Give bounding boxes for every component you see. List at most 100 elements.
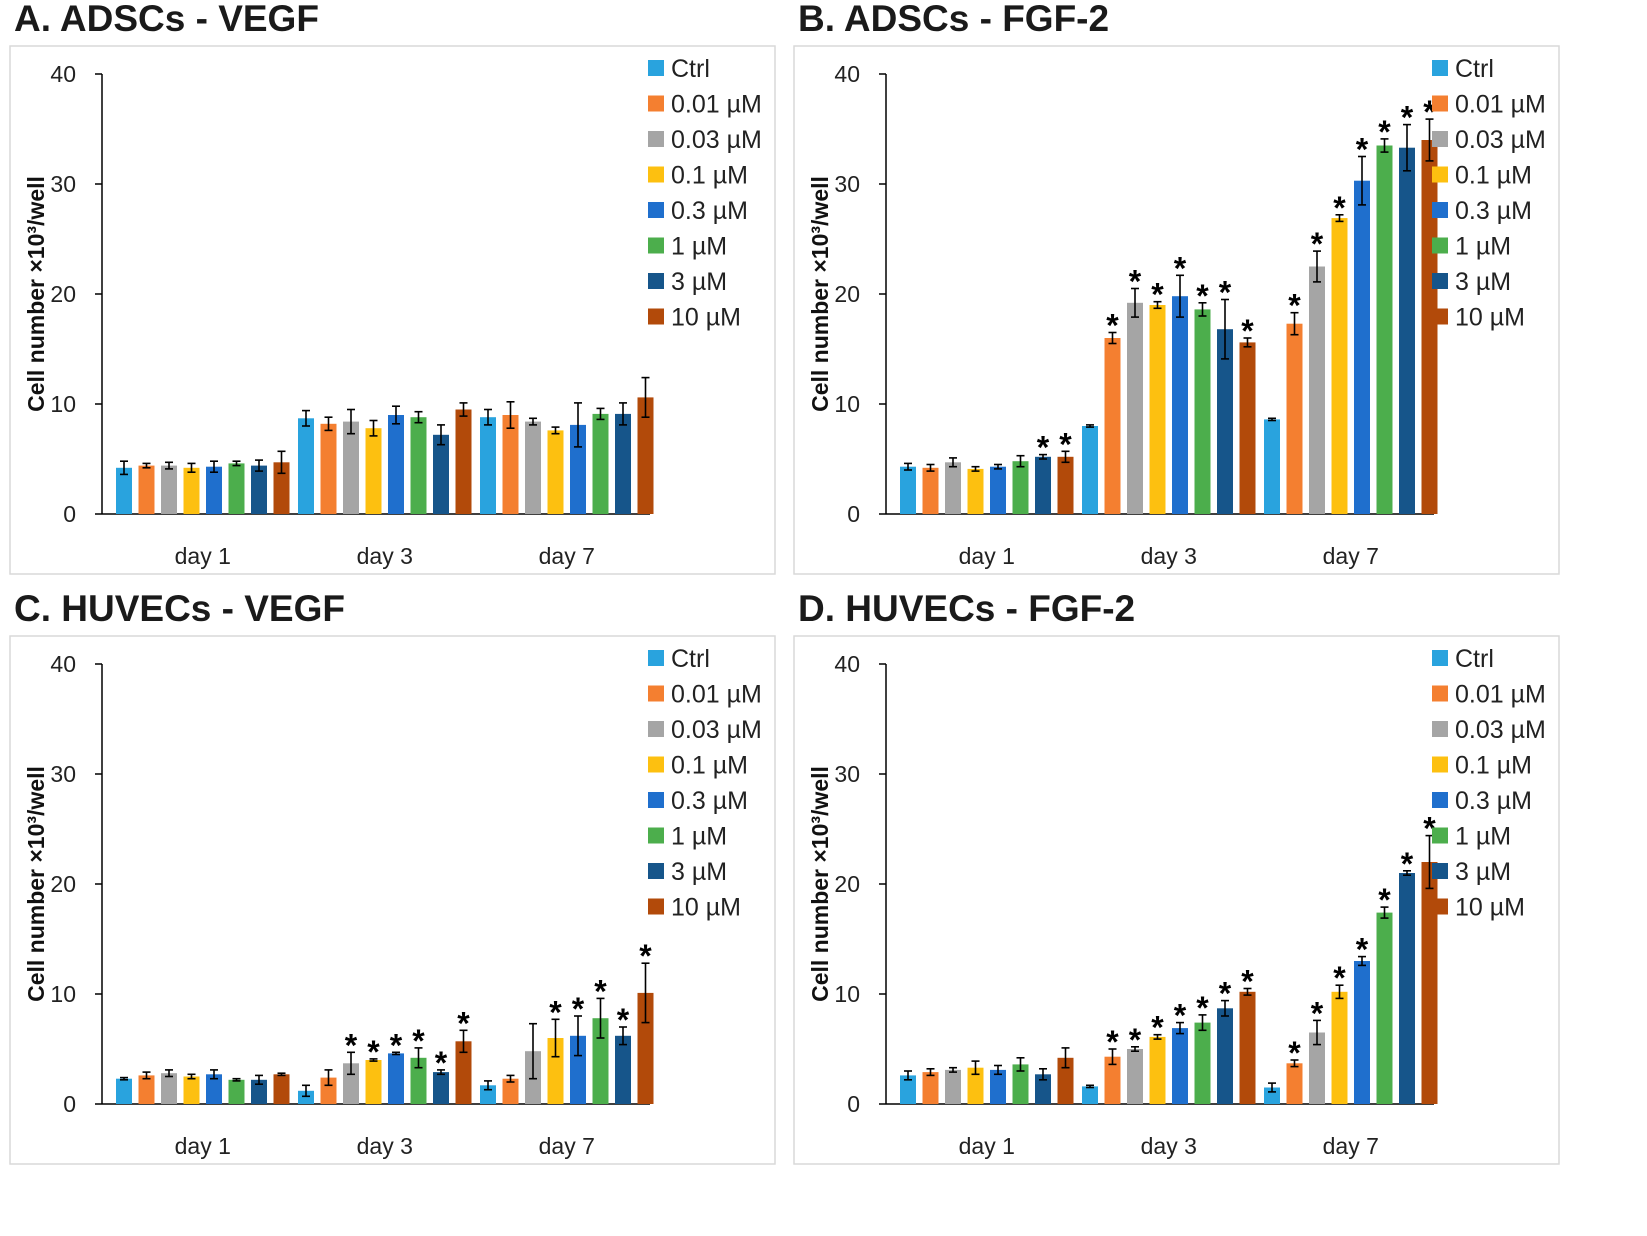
bar [967,468,984,514]
panel-title: A. ADSCs - VEGF [14,0,319,39]
significance-star: * [1356,132,1369,168]
significance-star: * [1151,277,1164,313]
bar [547,1038,564,1104]
bar [1376,145,1393,514]
y-tick-label: 40 [834,61,860,87]
legend-swatch [1432,237,1448,254]
y-tick-label: 40 [834,651,860,677]
bar [1012,1064,1029,1104]
bar [273,1074,290,1104]
legend-swatch [1432,863,1448,879]
bar [1309,266,1325,514]
significance-star: * [572,991,585,1027]
bar [206,1074,222,1104]
y-tick-label: 20 [50,871,76,897]
bar [433,434,449,514]
bar [228,1079,245,1104]
x-category-label: day 1 [959,1133,1015,1159]
panel-huvecs-fgf2: D. HUVECs - FGF-2 0 10 20 30 40 Cell number ×… [786,588,1586,1175]
bar [273,462,290,514]
y-axis-label: Cell number ×10³/well [807,176,833,412]
y-axis-label: Cell number ×10³/well [23,766,49,1002]
legend-swatch [648,685,664,702]
significance-star: * [345,1027,358,1063]
bar [1057,1057,1074,1104]
panel-huvecs-vegf: C. HUVECs - VEGF 0 10 20 30 40 Cell number ×1… [2,588,802,1175]
bar [502,415,519,514]
legend-swatch [1432,721,1448,737]
y-tick-label: 20 [834,871,860,897]
bar [637,992,654,1104]
bar [161,1073,177,1104]
bar [480,417,496,514]
bar [967,1067,984,1104]
y-tick-label: 20 [834,281,860,307]
legend-label: 0.01 µM [671,681,762,709]
bar [410,1057,427,1104]
legend-label: 0.03 µM [1455,126,1546,154]
chart-frame [9,45,776,575]
bar [410,417,427,514]
significance-star: * [1106,308,1119,344]
legend-swatch [1432,898,1448,915]
significance-star: * [1219,976,1232,1012]
significance-star: * [1129,264,1142,300]
bar [298,418,314,514]
bar [138,465,155,514]
bar [637,397,654,514]
x-category-label: day 1 [175,1133,231,1159]
legend-swatch [648,131,664,147]
y-tick-label: 10 [834,981,860,1007]
legend-label: Ctrl [671,55,710,83]
legend-swatch [1432,95,1448,112]
legend-swatch [1432,685,1448,702]
x-category-label: day 7 [1323,1133,1379,1159]
bar [343,421,359,514]
legend-label: 3 µM [1455,858,1511,886]
x-category-label: day 3 [1141,543,1197,569]
legend-label: 10 µM [671,304,741,332]
legend-swatch [648,202,664,218]
significance-star: * [1129,1022,1142,1058]
legend-label: 0.03 µM [671,716,762,744]
x-category-label: day 7 [539,543,595,569]
significance-star: * [1059,426,1072,462]
bar [1149,305,1166,514]
y-tick-label: 30 [834,761,860,787]
chart-huvecs-vegf: 0 10 20 30 40 Cell number ×10³/well day 1 day 3… [9,635,776,1165]
bar [298,1090,314,1104]
legend-swatch [648,756,664,773]
legend-label: 10 µM [1455,894,1525,922]
bar [365,1060,382,1104]
bar [570,1035,586,1104]
legend-swatch [648,792,664,808]
bar [161,465,177,514]
y-tick-label: 10 [50,981,76,1007]
x-category-label: day 3 [357,1133,413,1159]
bar [1399,873,1415,1104]
legend-swatch [1432,202,1448,218]
bar [1194,309,1211,514]
bar [1217,1008,1233,1104]
legend-label: 3 µM [671,268,727,296]
legend-swatch [648,308,664,325]
significance-star: * [1196,990,1209,1026]
bar [455,1041,472,1104]
legend-swatch [648,863,664,879]
significance-star: * [1241,964,1254,1000]
chart-adscs-fgf2: 0 10 20 30 40 Cell number ×10³/well day 1 day 3… [793,45,1560,575]
bar [320,1077,337,1104]
y-tick-label: 0 [63,1091,76,1117]
legend-swatch [648,166,664,183]
significance-star: * [1174,998,1187,1034]
legend-label: 0.3 µM [1455,787,1532,815]
bar [1239,991,1256,1104]
bar [1421,140,1438,514]
panel-adscs-vegf: A. ADSCs - VEGF 0 10 20 30 40 Cell number ×10… [2,0,802,585]
bar [1286,323,1303,514]
significance-star: * [1401,100,1414,136]
bar [525,421,541,514]
bar [1354,961,1370,1104]
bar [228,463,245,514]
legend-label: 0.03 µM [671,126,762,154]
